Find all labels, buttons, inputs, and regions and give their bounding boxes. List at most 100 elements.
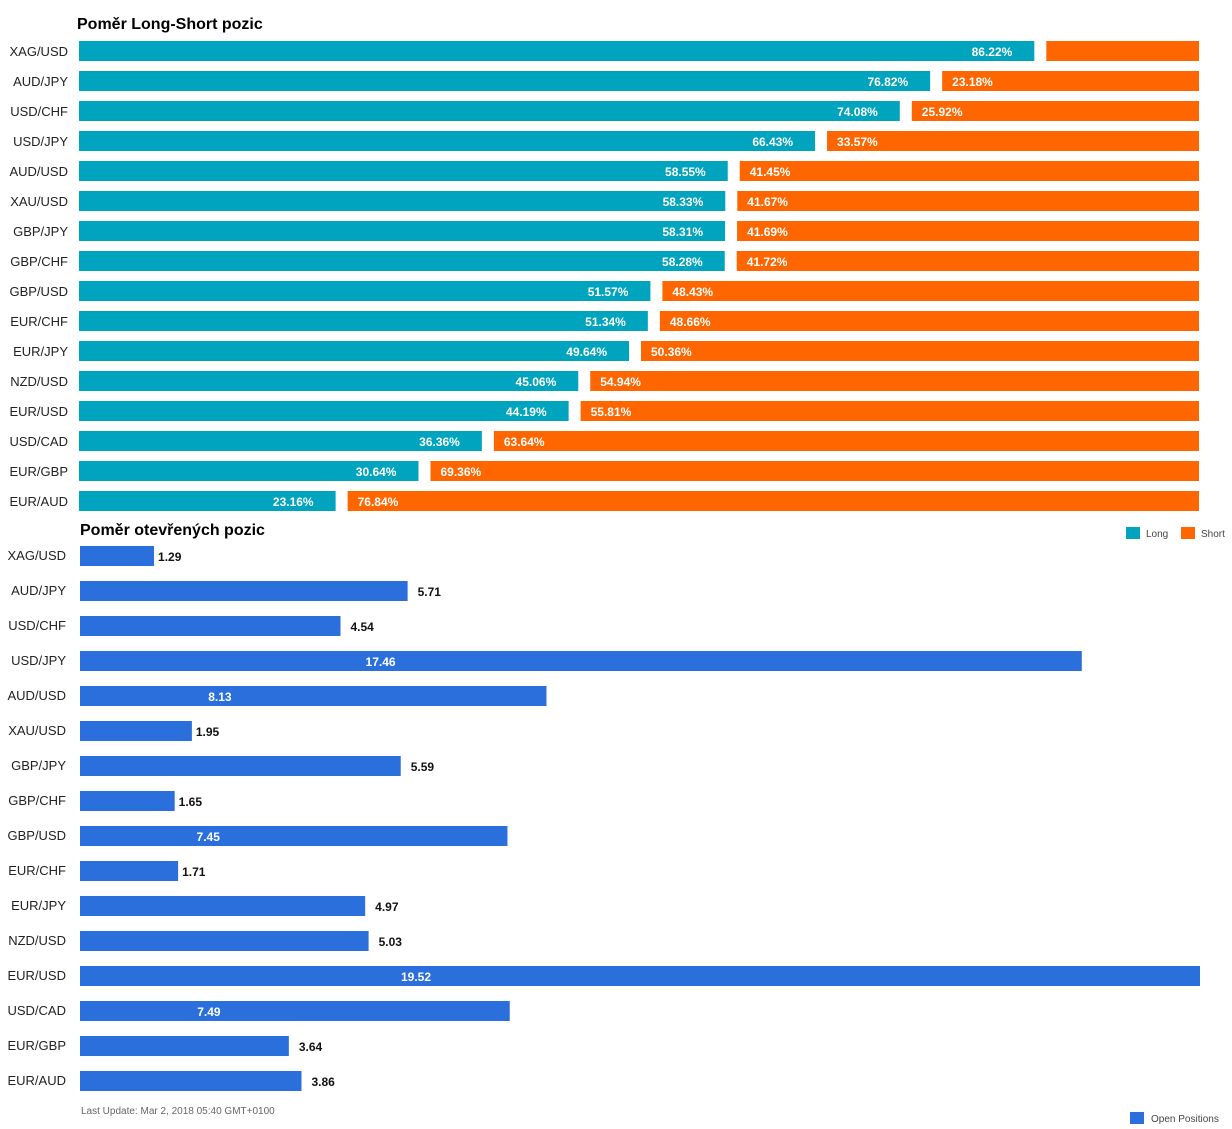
category-label: GBP/CHF (10, 254, 68, 269)
category-label: EUR/USD (7, 968, 66, 983)
open-positions-bar (80, 861, 179, 881)
short-value-label: 23.18% (952, 75, 993, 89)
short-bar (493, 431, 1200, 451)
short-bar (737, 191, 1199, 211)
long-bar (79, 131, 816, 151)
legend-label-open-positions: Open Positions (1151, 1114, 1219, 1125)
open-positions-value-label: 17.46 (366, 655, 396, 669)
category-label: EUR/CHF (10, 314, 68, 329)
category-label: AUD/JPY (11, 583, 66, 598)
open-positions-bar (80, 756, 401, 776)
long-bar (79, 101, 900, 121)
legend-label-long: Long (1146, 529, 1168, 540)
category-label: USD/CHF (10, 104, 68, 119)
category-label: GBP/JPY (11, 758, 66, 773)
long-bar (79, 281, 651, 301)
long-value-label: 76.82% (867, 75, 908, 89)
category-label: EUR/JPY (11, 898, 66, 913)
short-value-label: 63.64% (504, 435, 545, 449)
long-bar (79, 161, 728, 181)
open-positions-value-label: 1.65 (179, 795, 203, 809)
long-value-label: 51.34% (585, 315, 626, 329)
short-bar (1046, 41, 1199, 61)
category-label: XAU/USD (8, 723, 66, 738)
category-label: USD/JPY (11, 653, 66, 668)
long-bar (79, 221, 726, 241)
open-positions-value-label: 5.71 (418, 585, 442, 599)
short-bar (641, 341, 1199, 361)
long-bar (79, 401, 569, 421)
long-short-legend: Long Short (1126, 527, 1225, 540)
open-positions-bar (80, 616, 341, 636)
category-label: NZD/USD (10, 374, 68, 389)
short-value-label: 41.69% (747, 225, 788, 239)
open-positions-value-label: 7.49 (197, 1005, 221, 1019)
long-value-label: 45.06% (516, 375, 557, 389)
category-label: EUR/AUD (9, 494, 68, 509)
category-label: XAG/USD (9, 44, 68, 59)
long-bar (79, 491, 336, 511)
legend-swatch-long (1126, 527, 1140, 539)
chart2-title: Poměr otevřených pozic (80, 522, 265, 539)
chart1-title: Poměr Long-Short pozic (77, 16, 263, 33)
category-label: AUD/JPY (13, 74, 68, 89)
category-label: GBP/USD (7, 828, 66, 843)
category-label: USD/JPY (13, 134, 68, 149)
open-positions-value-label: 3.64 (299, 1040, 323, 1054)
open-positions-bar (80, 1036, 289, 1056)
short-bar (662, 281, 1199, 301)
category-label: XAU/USD (10, 194, 68, 209)
open-positions-value-label: 3.86 (311, 1075, 335, 1089)
open-positions-bar (80, 791, 175, 811)
category-label: NZD/USD (8, 933, 66, 948)
short-bar (590, 371, 1199, 391)
open-positions-bar (80, 1001, 510, 1021)
category-label: GBP/CHF (8, 793, 66, 808)
open-positions-bar (80, 686, 547, 706)
short-value-label: 50.36% (651, 345, 692, 359)
short-value-label: 33.57% (837, 135, 878, 149)
short-bar (942, 71, 1199, 91)
short-value-label: 41.67% (747, 195, 788, 209)
short-bar (739, 161, 1199, 181)
open-positions-value-label: 4.97 (375, 900, 399, 914)
open-positions-bar (80, 966, 1200, 986)
long-value-label: 86.22% (972, 45, 1013, 59)
legend-label-short: Short (1201, 529, 1225, 540)
category-label: USD/CHF (8, 618, 66, 633)
category-label: AUD/USD (7, 688, 66, 703)
short-value-label: 54.94% (600, 375, 641, 389)
long-short-chart: XAG/USD 86.22% AUD/JPY 76.82% 23.18% USD/CHF 7… (9, 41, 1200, 511)
open-positions-bar (80, 546, 155, 566)
long-value-label: 30.64% (356, 465, 397, 479)
long-value-label: 58.31% (662, 225, 703, 239)
category-label: GBP/JPY (13, 224, 68, 239)
category-label: EUR/JPY (13, 344, 68, 359)
long-bar (79, 191, 726, 211)
short-bar (430, 461, 1199, 481)
open-positions-bar (80, 826, 508, 846)
short-value-label: 69.36% (440, 465, 481, 479)
long-value-label: 58.28% (662, 255, 703, 269)
open-positions-value-label: 1.29 (158, 550, 182, 564)
open-positions-value-label: 1.71 (182, 865, 206, 879)
category-label: XAG/USD (7, 548, 66, 563)
short-bar (736, 251, 1199, 271)
long-value-label: 74.08% (837, 105, 878, 119)
short-bar (827, 131, 1199, 151)
long-value-label: 58.33% (663, 195, 704, 209)
category-label: AUD/USD (9, 164, 68, 179)
short-value-label: 41.45% (750, 165, 791, 179)
short-value-label: 41.72% (747, 255, 788, 269)
open-positions-bar (80, 931, 369, 951)
open-positions-bar (80, 651, 1082, 671)
short-value-label: 76.84% (358, 495, 399, 509)
open-positions-value-label: 1.95 (196, 725, 220, 739)
open-positions-value-label: 4.54 (350, 620, 374, 634)
legend-swatch-short (1181, 527, 1195, 539)
long-value-label: 58.55% (665, 165, 706, 179)
short-bar (659, 311, 1199, 331)
open-positions-bar (80, 721, 192, 741)
short-bar (911, 101, 1199, 121)
